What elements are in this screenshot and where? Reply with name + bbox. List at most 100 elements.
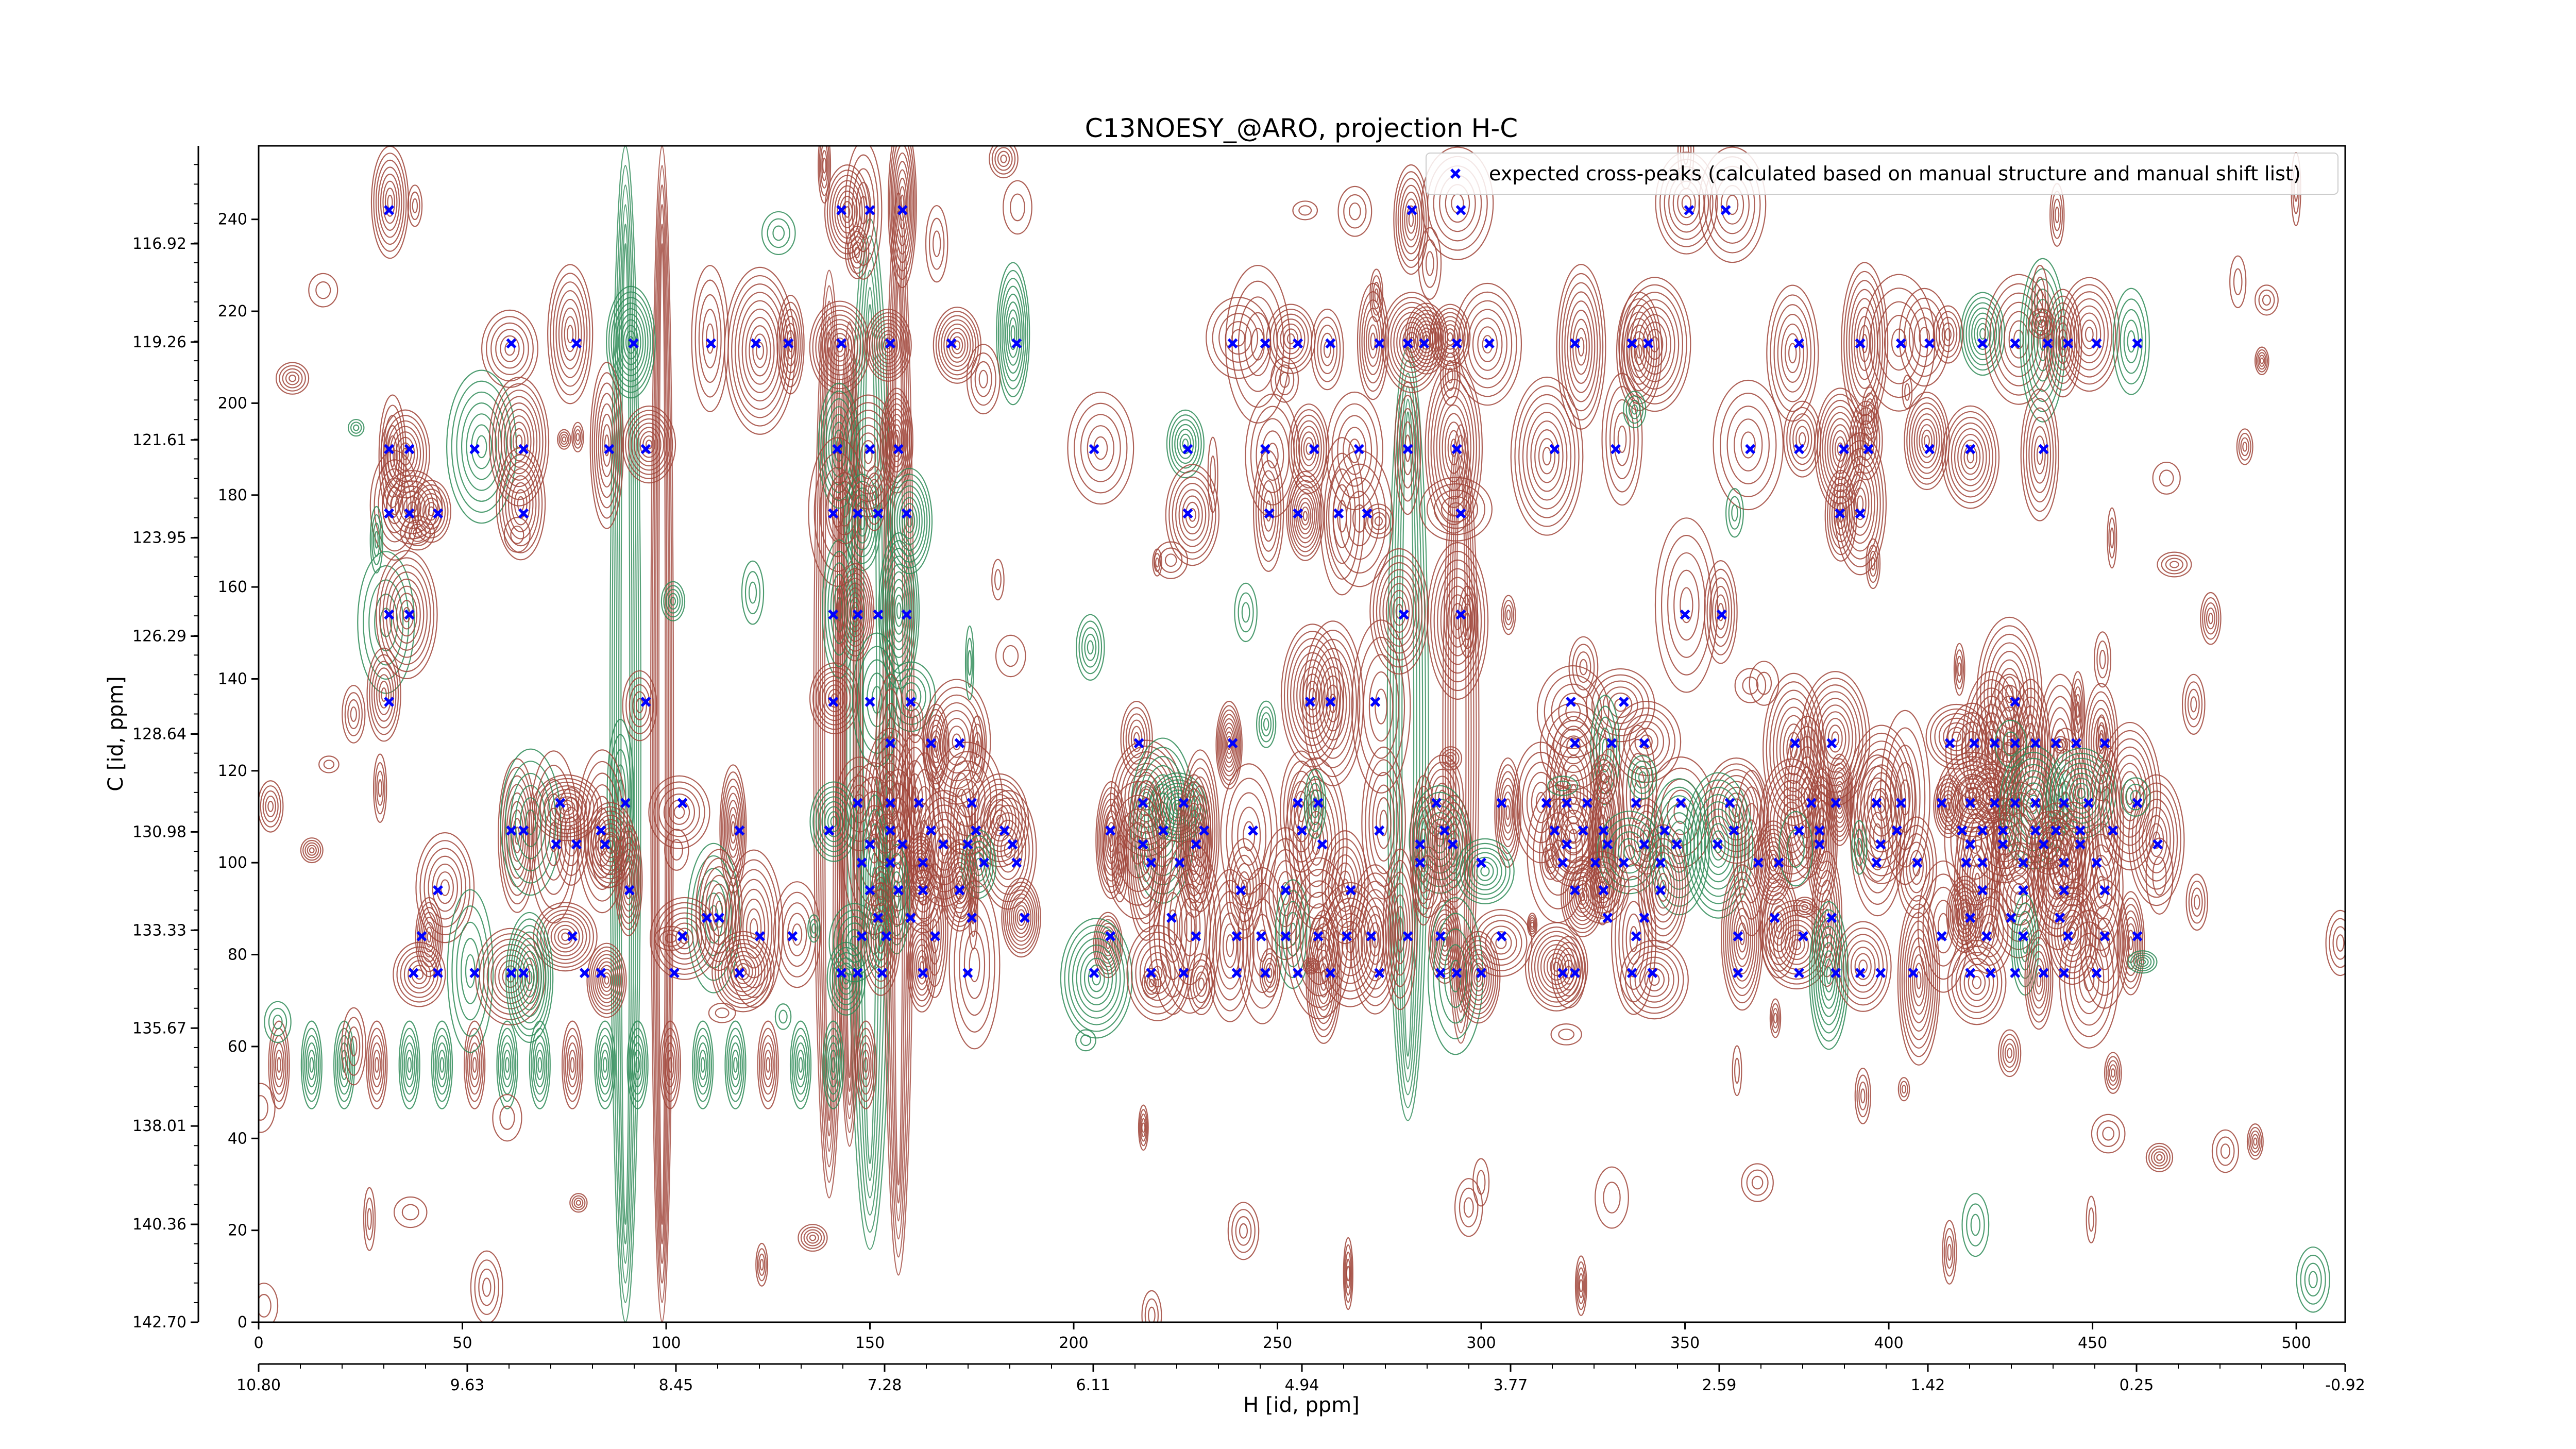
cross-peak-marker xyxy=(1158,825,1168,836)
cross-peak-marker xyxy=(1191,839,1201,850)
cross-peak-marker xyxy=(901,508,912,519)
cross-peak-marker xyxy=(1435,931,1446,941)
cross-peak-marker xyxy=(1293,338,1303,349)
cross-peak-marker xyxy=(1309,444,1319,454)
cross-peak-marker xyxy=(1089,444,1099,454)
cross-peak-marker xyxy=(885,338,896,349)
cross-peak-marker xyxy=(905,913,916,923)
cross-peak-marker xyxy=(604,444,615,454)
cross-peak-marker xyxy=(1602,839,1613,850)
cross-peak-marker xyxy=(893,885,904,896)
cross-peak-marker xyxy=(971,825,981,836)
cross-peak-marker xyxy=(1455,205,1466,215)
cross-peak-marker xyxy=(2075,839,2086,850)
cross-peak-marker xyxy=(433,885,443,896)
cross-peak-marker xyxy=(1476,857,1486,868)
cross-peak-marker xyxy=(1455,609,1466,620)
cross-peak-marker xyxy=(1199,825,1210,836)
x-tick-label: 250 xyxy=(1263,1334,1292,1352)
cross-peak-marker xyxy=(885,798,896,808)
cross-peak-marker xyxy=(1231,931,1242,941)
cross-peak-marker xyxy=(873,609,884,620)
cross-peak-marker xyxy=(1790,738,1801,749)
cross-peak-marker xyxy=(1178,798,1189,808)
cross-peak-marker xyxy=(2153,839,2163,850)
cross-peak-marker xyxy=(1374,338,1385,349)
cross-peak-marker xyxy=(1835,508,1845,519)
cross-peak-marker xyxy=(1806,798,1817,808)
cross-peak-marker xyxy=(1997,825,2008,836)
cross-peak-marker xyxy=(1353,444,1364,454)
cross-peak-marker xyxy=(1863,444,1874,454)
legend-marker-glyph xyxy=(1450,169,1461,179)
cross-peak-marker xyxy=(1293,508,1303,519)
cross-peak-marker xyxy=(1659,825,1670,836)
cross-peak-marker xyxy=(640,697,651,707)
cross-peak-marker xyxy=(2099,931,2110,941)
cross-peak-marker xyxy=(1891,825,1902,836)
cross-peak-marker xyxy=(624,885,635,896)
cross-peak-marker xyxy=(979,857,989,868)
cross-peak-marker xyxy=(836,205,847,215)
cross-peak-marker xyxy=(408,968,419,979)
cross-peak-marker xyxy=(1256,931,1266,941)
cross-peak-marker xyxy=(1264,508,1275,519)
cross-peak-marker xyxy=(1855,968,1866,979)
cross-peak-marker xyxy=(1496,931,1507,941)
cross-peak-marker xyxy=(1969,738,1980,749)
cross-peak-marker xyxy=(1011,338,1022,349)
cross-peak-marker xyxy=(787,931,798,941)
x-tick-label: 300 xyxy=(1466,1334,1496,1352)
cross-peak-marker xyxy=(1871,798,1882,808)
cross-peak-marker xyxy=(2075,825,2086,836)
cross-peak-marker xyxy=(1313,931,1324,941)
y-tick-label: 200 xyxy=(218,394,247,412)
cross-peak-marker xyxy=(1345,885,1356,896)
cross-peak-marker xyxy=(852,609,863,620)
cross-peak-marker xyxy=(946,338,957,349)
cross-peak-marker xyxy=(962,968,973,979)
cross-peak-marker xyxy=(734,825,745,836)
cross-peak-marker xyxy=(2010,968,2021,979)
cross-peak-marker xyxy=(1146,857,1157,868)
cross-peak-marker xyxy=(1182,508,1193,519)
cross-peak-marker xyxy=(1855,508,1866,519)
cross-peak-marker xyxy=(2038,968,2049,979)
cross-peak-marker xyxy=(865,885,875,896)
cross-peak-marker xyxy=(518,508,529,519)
cross-peak-marker xyxy=(1260,968,1270,979)
cross-peak-marker xyxy=(1908,968,1919,979)
cross-peak-marker xyxy=(1626,338,1637,349)
cross-peak-marker xyxy=(865,444,875,454)
cross-peak-marker xyxy=(1618,857,1629,868)
cross-peak-marker xyxy=(865,205,875,215)
cross-peak-marker xyxy=(1839,444,1849,454)
cross-peak-marker xyxy=(518,968,529,979)
x2-axis: 10.80 9.63 8.45 7.28 6.11 4.94 3.77 2.59 1.42 0.2… xyxy=(236,1364,2365,1394)
cross-peak-marker xyxy=(1639,839,1650,850)
cross-peak-marker xyxy=(1260,338,1270,349)
cross-peak-marker xyxy=(2050,738,2061,749)
cross-peak-marker xyxy=(1977,825,1988,836)
cross-peak-marker xyxy=(1675,798,1686,808)
cross-peak-marker xyxy=(2059,798,2070,808)
cross-peak-marker xyxy=(1402,338,1413,349)
cross-peak-marker xyxy=(1562,839,1572,850)
cross-peak-marker xyxy=(702,913,713,923)
cross-peak-marker xyxy=(1895,798,1906,808)
cross-peak-marker xyxy=(1138,839,1148,850)
cross-peak-marker xyxy=(2010,738,2021,749)
cross-peak-marker xyxy=(918,885,928,896)
cross-peak-marker xyxy=(2030,825,2041,836)
cross-peak-marker xyxy=(1570,338,1580,349)
cross-peak-marker xyxy=(2018,885,2029,896)
y2-tick-label: 126.29 xyxy=(132,628,187,646)
cross-peak-marker xyxy=(1965,839,1976,850)
x2-tick-label: 10.80 xyxy=(236,1376,281,1394)
cross-peak-marker xyxy=(706,338,716,349)
cross-peak-marker xyxy=(1733,931,1743,941)
cross-peak-marker xyxy=(1578,825,1588,836)
y2-tick-label: 128.64 xyxy=(132,726,187,744)
x-tick-label: 400 xyxy=(1874,1334,1903,1352)
cross-peak-marker xyxy=(1174,857,1185,868)
